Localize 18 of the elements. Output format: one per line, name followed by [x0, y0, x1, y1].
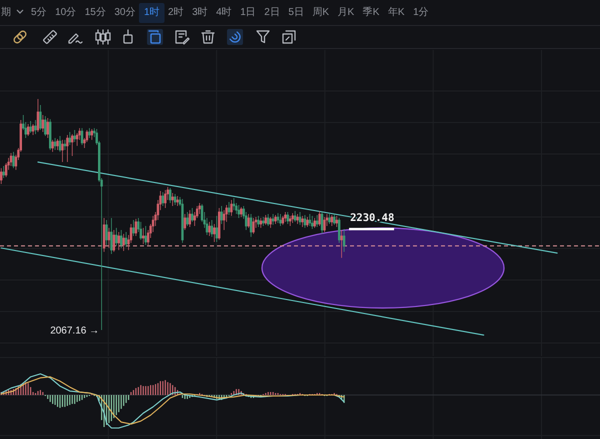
- text: 周K: [307, 3, 334, 23]
- text: 期: [0, 3, 29, 23]
- text: 季K: [358, 3, 384, 23]
- text: 1分: [408, 3, 434, 23]
- text: 30分: [109, 3, 140, 23]
- annotation: 2230.48: [350, 212, 394, 224]
- annotation: 2067.16 →: [50, 326, 100, 336]
- text: 15分: [80, 3, 111, 23]
- text: 2时: [163, 3, 189, 23]
- text: 5分: [26, 3, 52, 23]
- text: 2日: [259, 3, 285, 23]
- text: 1日: [235, 3, 261, 23]
- text: 3时: [187, 3, 213, 23]
- text: 月K: [332, 3, 360, 23]
- text: 年K: [382, 3, 410, 23]
- text: 4时: [211, 3, 237, 23]
- text: 5日: [283, 3, 309, 23]
- text: 10分: [50, 3, 82, 23]
